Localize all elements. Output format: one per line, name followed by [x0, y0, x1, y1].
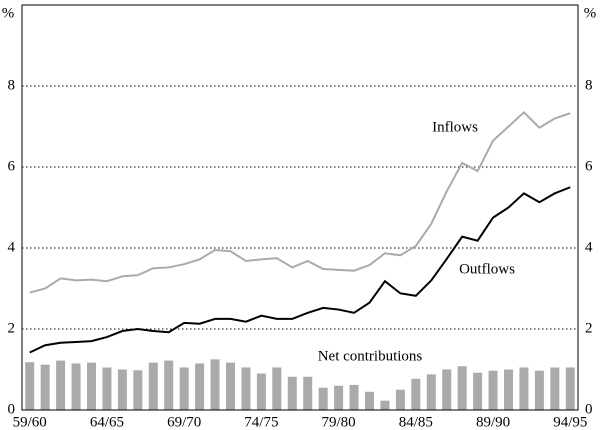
bar — [411, 378, 421, 410]
x-tick-label: 79/80 — [322, 414, 356, 430]
y2-tick-label: 6 — [585, 158, 593, 174]
bar — [395, 389, 405, 410]
y-tick-label: 4 — [8, 239, 16, 255]
x-tick-label: 64/65 — [90, 414, 124, 430]
x-tick-label: 84/85 — [399, 414, 433, 430]
x-tick-label: 94/95 — [553, 414, 587, 430]
bar — [241, 367, 251, 410]
bar — [133, 370, 143, 410]
bar — [256, 373, 266, 410]
series-label: Net contributions — [318, 348, 423, 364]
plot-frame — [21, 4, 579, 411]
bar — [550, 367, 560, 410]
bar — [519, 367, 529, 410]
x-tick-label: 69/70 — [167, 414, 201, 430]
x-tick-label: 59/60 — [13, 414, 47, 430]
y2-tick-label: 0 — [585, 401, 593, 417]
line — [29, 110, 571, 294]
bar — [56, 360, 66, 410]
y-tick-label: 6 — [8, 158, 16, 174]
bar — [426, 374, 436, 410]
bar — [442, 369, 452, 410]
bar — [272, 367, 282, 410]
y2-tick-label: 8 — [585, 77, 593, 93]
y-axis-label: % — [2, 5, 15, 21]
bar — [334, 385, 344, 410]
bar — [164, 360, 174, 410]
x-tick-label: 89/90 — [476, 414, 510, 430]
bar — [287, 376, 297, 410]
y-tick-label: 8 — [8, 77, 16, 93]
bar — [303, 376, 313, 410]
bar — [226, 362, 235, 410]
bar — [365, 391, 374, 410]
bar — [87, 362, 96, 410]
y2-tick-label: 4 — [585, 239, 593, 255]
series-label: Outflows — [459, 261, 515, 277]
y-tick-label: 2 — [8, 320, 16, 336]
bar — [179, 367, 189, 410]
bar — [25, 362, 35, 410]
bar — [195, 363, 205, 410]
y2-tick-label: 2 — [585, 320, 593, 336]
bar — [504, 369, 513, 410]
bar — [40, 364, 50, 410]
bar — [349, 384, 359, 410]
bar — [210, 359, 220, 410]
bar — [473, 372, 483, 410]
bar — [565, 367, 575, 410]
bar — [318, 387, 328, 410]
bar — [457, 366, 467, 410]
line — [29, 186, 571, 354]
y-tick-label: 0 — [8, 401, 16, 417]
series-label: Inflows — [432, 119, 478, 135]
bar — [488, 370, 498, 410]
bar — [380, 400, 390, 410]
bar — [534, 370, 544, 410]
y2-axis-label: % — [584, 5, 597, 21]
x-tick-label: 74/75 — [244, 414, 278, 430]
bar — [148, 362, 158, 410]
bar — [117, 369, 127, 410]
bar — [71, 363, 81, 410]
bar — [102, 367, 112, 410]
